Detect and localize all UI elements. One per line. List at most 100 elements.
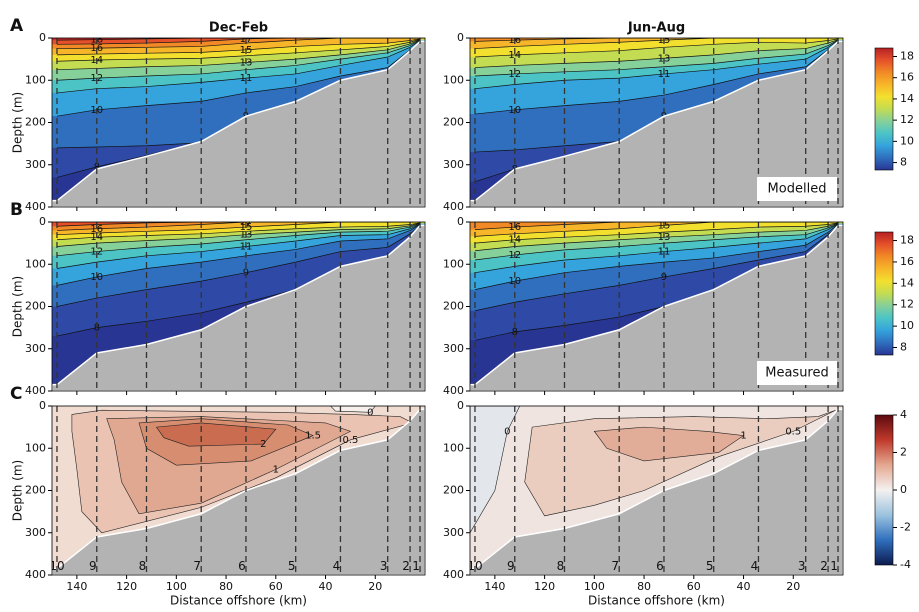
y-tick-label: 200: [25, 300, 46, 313]
contour-label: 11: [658, 69, 671, 80]
seafloor: [470, 408, 843, 575]
contour-line: [56, 38, 421, 41]
seafloor: [470, 224, 843, 391]
y-tick-label: 0: [39, 399, 46, 412]
contour-line: [56, 38, 421, 62]
x-tick-label: 80: [219, 580, 233, 593]
station-label: 9: [89, 559, 97, 573]
colorbar-tick-label: -2: [900, 521, 911, 534]
y-tick-label: 400: [443, 384, 464, 397]
y-tick-label: 300: [443, 526, 464, 539]
y-tick-label: 100: [443, 441, 464, 454]
x-axis-label: Distance offshore (km): [588, 594, 725, 608]
annotation: Measured: [765, 366, 829, 381]
station-label: 4: [751, 559, 759, 573]
colorbar-tick-label: 0: [900, 483, 907, 496]
x-tick-label: 80: [637, 580, 651, 593]
y-tick-label: 400: [443, 200, 464, 213]
contour-region: [593, 426, 745, 462]
station-label: 5: [706, 559, 714, 573]
y-tick-label: 100: [25, 257, 46, 270]
y-tick-label: 0: [457, 215, 464, 228]
contour-label: 1: [273, 464, 279, 475]
contour-line: [56, 222, 421, 227]
y-tick-label: 200: [443, 484, 464, 497]
x-tick-label: 20: [786, 580, 800, 593]
contour-region: [470, 406, 521, 534]
station-label: 1: [412, 559, 420, 573]
contour-region: [330, 406, 376, 413]
contour-line: [474, 223, 839, 261]
station-label: 10: [467, 559, 482, 573]
colorbar: [874, 47, 894, 171]
contour-line: [56, 222, 421, 247]
contour-line: [56, 39, 421, 81]
contour-line: [474, 40, 839, 90]
y-tick-label: 300: [443, 158, 464, 171]
y-tick-label: 200: [443, 300, 464, 313]
station-label: 8: [557, 559, 565, 573]
contour-label: 8: [94, 323, 100, 334]
y-axis-label: Depth (m): [11, 92, 25, 153]
contour-line: [474, 39, 839, 68]
colorbar-tick-label: 18: [900, 234, 914, 247]
station-label: 3: [380, 559, 388, 573]
contour-line: [56, 39, 421, 71]
station-label: 1: [830, 559, 838, 573]
y-tick-label: 400: [443, 568, 464, 581]
x-tick-label: 120: [534, 580, 555, 593]
y-tick-label: 200: [25, 484, 46, 497]
y-tick-label: 200: [25, 116, 46, 129]
annotation: Modelled: [768, 182, 827, 197]
colorbar-tick-label: 14: [900, 92, 914, 105]
station-label: 10: [49, 559, 64, 573]
contour-line: [474, 41, 839, 115]
contour-fill: [470, 222, 843, 230]
contour-line: [56, 222, 421, 231]
y-axis-label: Depth (m): [11, 460, 25, 521]
y-tick-label: 400: [25, 568, 46, 581]
station-label: 9: [507, 559, 515, 573]
x-tick-label: 60: [269, 580, 283, 593]
contour-line: [474, 224, 839, 290]
x-tick-label: 120: [116, 580, 137, 593]
x-tick-label: 40: [737, 580, 751, 593]
annotation-box: [757, 361, 837, 385]
contour-line: [474, 222, 839, 237]
station-label: 4: [333, 559, 341, 573]
x-axis-label: Distance offshore (km): [170, 594, 307, 608]
colorbar-tick-label: 10: [900, 319, 914, 332]
colorbar-tick-label: 8: [900, 341, 907, 354]
x-tick-label: 100: [166, 580, 187, 593]
contour-label: 8: [94, 162, 100, 173]
colorbar-tick-label: 14: [900, 276, 914, 289]
x-tick-label: 100: [584, 580, 605, 593]
contour-label: 1.5: [305, 431, 321, 442]
y-tick-label: 300: [25, 526, 46, 539]
contour-line: [56, 222, 421, 236]
contour-label: 0: [504, 426, 510, 437]
colorbar-tick-label: 18: [900, 49, 914, 62]
y-tick-label: 200: [443, 116, 464, 129]
contour-line: [474, 222, 839, 230]
contour-label: 10: [508, 276, 521, 287]
colorbar-tick-label: 16: [900, 71, 914, 84]
station-label: 8: [139, 559, 147, 573]
station-label: 2: [402, 559, 410, 573]
contour-fill: [52, 222, 425, 231]
contour-line: [56, 224, 421, 286]
contour-line: [56, 38, 421, 56]
contour-label: 14: [508, 50, 521, 61]
contour-line: [56, 222, 421, 241]
colorbar-tick-label: 2: [900, 446, 907, 459]
contour-label: 0: [367, 407, 373, 418]
colorbar-tick-label: 12: [900, 113, 914, 126]
y-tick-label: 100: [443, 73, 464, 86]
seafloor: [52, 408, 425, 575]
contour-line: [56, 38, 421, 49]
panel-title: Dec-Feb: [209, 21, 268, 36]
station-label: 6: [238, 559, 246, 573]
y-tick-label: 0: [457, 31, 464, 44]
panel: 891011121314151617: [52, 222, 425, 391]
